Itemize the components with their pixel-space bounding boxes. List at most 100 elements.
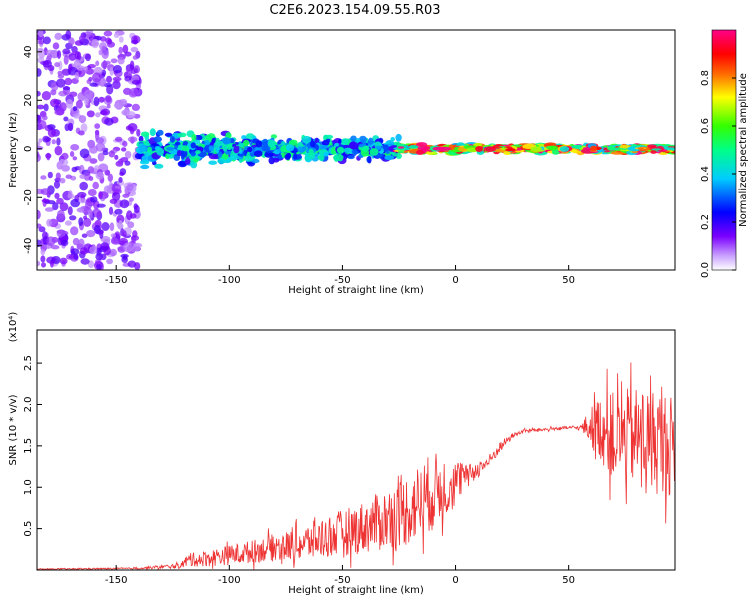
heatmap-cell [177, 160, 188, 168]
heatmap-cell [67, 122, 74, 132]
heatmap-cell [124, 160, 131, 166]
heatmap-cell [89, 246, 98, 255]
heatmap-cell [46, 219, 52, 227]
heatmap-cell [153, 136, 162, 143]
heatmap-cell [331, 147, 337, 155]
snr-y-tick-label: 1.0 [23, 479, 34, 495]
heatmap-cell [369, 148, 379, 156]
heatmap-cell [323, 134, 334, 139]
heatmap-cell [78, 115, 87, 124]
heatmap-cell [118, 46, 123, 55]
heatmap-cell [118, 220, 123, 229]
heatmap-cell [72, 237, 80, 246]
colorbar-ticks: 0.0 0.2 0.4 0.6 0.8 [700, 70, 736, 278]
heatmap-cell [68, 190, 73, 198]
heatmap-cell [132, 55, 139, 60]
heatmap-cell [88, 208, 93, 219]
snr-y-tick-label: 2.0 [23, 397, 34, 413]
heatmap-cell [264, 151, 274, 158]
heatmap-cell [286, 152, 292, 159]
heatmap-cell [253, 150, 263, 157]
heatmap-cell [79, 181, 88, 191]
heatmap-cell [54, 109, 65, 116]
heatmap-cell [47, 171, 53, 179]
heatmap-cell [225, 132, 232, 139]
heatmap-cell [63, 116, 69, 122]
heatmap-cell [138, 144, 148, 152]
heatmap-cell [127, 221, 135, 229]
heatmap-cell [270, 134, 277, 139]
heatmap-cell [50, 245, 60, 250]
heatmap-cell [116, 214, 125, 224]
heatmap-cell [84, 89, 94, 100]
heatmap-cell [91, 38, 100, 49]
heatmap-cell [65, 99, 74, 109]
heatmap-cell [41, 91, 52, 101]
heatmap-cell [69, 91, 78, 97]
heatmap-cell [59, 102, 67, 112]
heatmap-cell [156, 129, 164, 136]
heatmap-cell [109, 67, 114, 76]
heatmap-cell [140, 131, 150, 137]
heatmap-cell [86, 230, 96, 238]
heatmap-cell [149, 128, 156, 137]
heatmap-cell [98, 191, 103, 200]
heatmap-cell [57, 70, 63, 76]
heatmap-cell [37, 90, 41, 97]
heatmap-cell [77, 92, 86, 102]
snr-panel: -150 -100 -50 0 50 0.5 1.0 1.5 2.0 2.5 Height of … [8, 312, 676, 596]
snr-x-axis-label: Height of straight line (km) [288, 585, 424, 596]
heatmap-cell [44, 207, 55, 212]
heatmap-cell [74, 71, 80, 81]
colorbar-label: Normalized spectral amplitude [738, 73, 749, 227]
heatmap-cell [267, 139, 276, 148]
heatmap-cell [57, 209, 65, 220]
heatmap-cell [114, 154, 119, 160]
heatmap-cell [138, 135, 144, 143]
heatmap-cell [70, 198, 81, 208]
heatmap-cell [124, 150, 132, 159]
heatmap-cell [92, 181, 99, 190]
heatmap-y-tick-label: 20 [23, 94, 34, 107]
heatmap-cell [46, 152, 51, 161]
heatmap-cell [100, 242, 110, 251]
heatmap-x-tick-label: 0 [452, 275, 458, 286]
heatmap-cell [129, 87, 139, 97]
heatmap-cell [93, 96, 100, 107]
heatmap-cell [78, 207, 84, 213]
heatmap-cell [572, 145, 582, 149]
heatmap-cell [54, 32, 63, 41]
colorbar-tick-label: 0.6 [700, 118, 711, 134]
heatmap-cell [61, 164, 70, 172]
heatmap-cell [233, 145, 240, 154]
heatmap-cell [106, 258, 113, 265]
heatmap-cell [323, 152, 329, 157]
heatmap-cell [547, 145, 559, 151]
heatmap-cell [136, 83, 142, 89]
heatmap-cell [288, 139, 298, 146]
heatmap-cell [55, 172, 61, 180]
heatmap-cell [222, 144, 228, 152]
heatmap-cell [69, 151, 75, 157]
heatmap-cell [92, 72, 102, 83]
heatmap-cell [81, 233, 88, 238]
heatmap-cell [651, 148, 662, 151]
heatmap-cell [110, 233, 117, 238]
heatmap-cell [68, 63, 73, 72]
heatmap-cell [37, 260, 41, 267]
heatmap-cell [95, 60, 100, 67]
heatmap-cell [122, 230, 127, 238]
heatmap-cell [590, 145, 598, 152]
heatmap-ticks: -150 -100 -50 0 50 -40 -20 0 20 40 [23, 45, 575, 286]
heatmap-cell [37, 209, 41, 220]
heatmap-cell [94, 123, 101, 129]
snr-frame [36, 329, 676, 571]
heatmap-cell [62, 86, 71, 91]
heatmap-cell [559, 146, 570, 152]
heatmap-cell [122, 193, 130, 198]
snr-y-tick-label: 0.5 [23, 521, 34, 537]
heatmap-cell [190, 142, 196, 149]
heatmap-panel: -150 -100 -50 0 50 -40 -20 0 20 40 Height of stra… [8, 29, 676, 296]
heatmap-cell [58, 158, 69, 166]
heatmap-cell [37, 223, 42, 229]
